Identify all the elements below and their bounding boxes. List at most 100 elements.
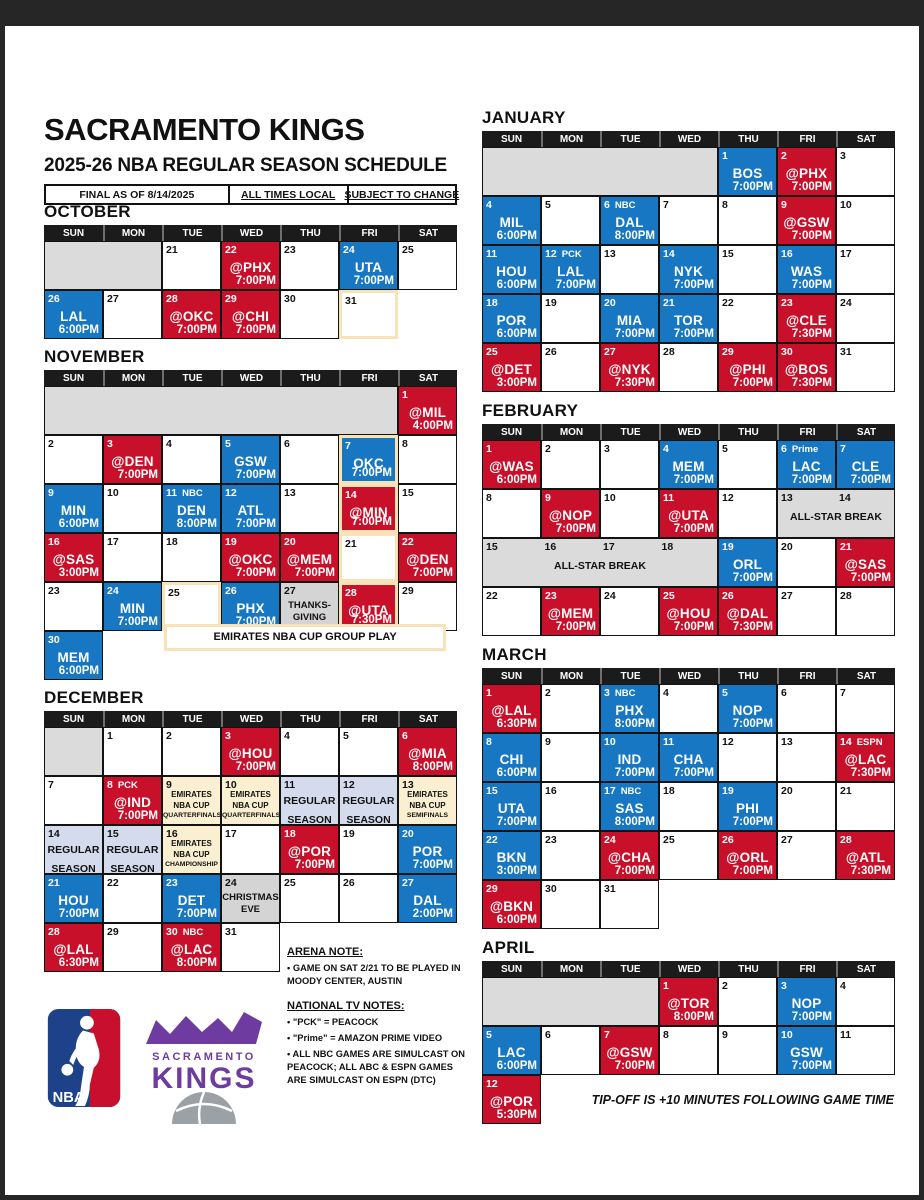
day-number: 6 bbox=[545, 1029, 551, 1041]
game-time: 6:00PM bbox=[496, 230, 537, 242]
away-game-cell: 24 @CHA 7:00PM bbox=[600, 831, 659, 880]
day-number: 18 bbox=[166, 536, 178, 548]
month-title: NOVEMBER bbox=[44, 347, 145, 366]
day-cell: 19 bbox=[339, 825, 398, 874]
day-number-row: 29 bbox=[722, 346, 734, 358]
month-november: NOVEMBER SUN MON TUE WED THU FRI SAT 1 @MIL 4:00PM… bbox=[44, 347, 457, 680]
day-number: 21 bbox=[345, 538, 357, 550]
day-number-row: 19 bbox=[722, 785, 734, 797]
opponent-label: @PHI bbox=[729, 362, 766, 377]
day-number-row: 16 bbox=[781, 248, 793, 260]
away-game-cell: 30 @BOS 7:30PM bbox=[777, 343, 836, 392]
away-game-cell: 2 @PHX 7:00PM bbox=[777, 147, 836, 196]
game-time: 7:30PM bbox=[732, 621, 773, 633]
day-number: 28 bbox=[840, 834, 852, 846]
opponent-label: HOU bbox=[58, 893, 89, 908]
day-number-row: 4 bbox=[284, 730, 290, 742]
day-number: 5 bbox=[343, 730, 349, 742]
game-time: 7:00PM bbox=[117, 810, 158, 822]
home-game-cell: 9 MIN 6:00PM bbox=[44, 484, 103, 533]
opponent-label: NYK bbox=[673, 264, 704, 279]
opponent-label: UTA bbox=[497, 801, 526, 816]
day-number-row: 4 bbox=[486, 199, 492, 211]
day-number: 27 bbox=[284, 585, 296, 597]
day-number-row: 21 bbox=[663, 297, 675, 309]
opponent-label: DET bbox=[177, 893, 206, 908]
network-label: NBC bbox=[620, 786, 642, 797]
game-time: 8:00PM bbox=[412, 761, 453, 773]
day-number-row: 2 bbox=[781, 150, 787, 162]
day-cell: 15 bbox=[718, 245, 777, 294]
cell-text-line: NBA CUP bbox=[173, 801, 210, 811]
day-number-row: 5 bbox=[722, 443, 728, 455]
home-game-cell: 27 DAL 2:00PM bbox=[398, 874, 457, 923]
day-number: 2 bbox=[781, 150, 787, 162]
day-number-row: 12 bbox=[343, 779, 355, 791]
opponent-label: NOP bbox=[732, 703, 763, 718]
game-time: 7:00PM bbox=[412, 859, 453, 871]
day-number: 15 bbox=[402, 487, 414, 499]
opponent-label: @GSW bbox=[783, 215, 830, 230]
day-number: 28 bbox=[166, 293, 178, 305]
opponent-label: @POR bbox=[489, 1094, 534, 1109]
day-number-row: 15 bbox=[486, 785, 498, 797]
day-number-row: 6 bbox=[781, 687, 787, 699]
game-time: 7:00PM bbox=[294, 859, 335, 871]
day-number: 4 bbox=[486, 199, 492, 211]
day-cell: 13 bbox=[777, 733, 836, 782]
day-number-row: 22 bbox=[486, 590, 498, 602]
day-number-row: 8 bbox=[402, 438, 408, 450]
day-number: 5 bbox=[722, 687, 728, 699]
day-number-row: 22 bbox=[225, 244, 237, 256]
day-number-row: 8 bbox=[486, 736, 492, 748]
schedule-header: SACRAMENTO KINGS 2025-26 NBA REGULAR SEA… bbox=[44, 112, 459, 205]
day-number: 28 bbox=[48, 926, 60, 938]
day-number: 30 bbox=[48, 634, 60, 646]
day-cell: 4 bbox=[280, 727, 339, 776]
day-number-row: 27 bbox=[781, 834, 793, 846]
day-cell: 10 bbox=[836, 196, 895, 245]
opponent-label: @OKC bbox=[228, 552, 273, 567]
month-february: FEBRUARY SUN MON TUE WED THU FRI SAT 1 @WAS 6:00PM… bbox=[482, 401, 895, 636]
day-number: 12 bbox=[722, 736, 734, 748]
day-number: 18 bbox=[284, 828, 296, 840]
weekday-header: WED bbox=[659, 668, 718, 684]
day-cell: 28 bbox=[659, 343, 718, 392]
day-number: 6 bbox=[781, 687, 787, 699]
day-number: 4 bbox=[840, 980, 846, 992]
day-number-row: 10 bbox=[604, 736, 616, 748]
opponent-label: PHX bbox=[615, 703, 644, 718]
opponent-label: CHI bbox=[499, 752, 524, 767]
calendar-grid-march: SUN MON TUE WED THU FRI SAT 1 @LAL 6:30PM 2 3 NBC PHX… bbox=[482, 668, 895, 929]
day-cell: 13 bbox=[600, 245, 659, 294]
day-number-row: 15 bbox=[722, 248, 734, 260]
empty-cell bbox=[482, 147, 718, 196]
weekday-header: TUE bbox=[600, 961, 659, 977]
day-cell: 25 bbox=[280, 874, 339, 923]
day-number-row: 31 bbox=[225, 926, 237, 938]
day-number-row: 2 bbox=[166, 730, 172, 742]
weekday-header: THU bbox=[718, 961, 777, 977]
day-number-row: 7 bbox=[840, 443, 846, 455]
day-number: 27 bbox=[402, 877, 414, 889]
day-number: 13 bbox=[604, 248, 616, 260]
regular-season-cell: 15 REGULAR SEASON bbox=[103, 825, 162, 874]
opponent-label: @LAL bbox=[53, 942, 94, 957]
away-game-cell: 20 @MEM 7:00PM bbox=[280, 533, 339, 582]
opponent-label: BOS bbox=[732, 166, 763, 181]
day-number: 22 bbox=[486, 590, 498, 602]
day-number-row: 3 bbox=[604, 443, 610, 455]
cell-text-line: SEASON bbox=[51, 862, 96, 874]
day-number: 12 bbox=[225, 487, 237, 499]
note-bullet: • GAME ON SAT 2/21 TO BE PLAYED IN MOODY… bbox=[287, 963, 461, 987]
weekday-header: WED bbox=[221, 370, 280, 386]
opponent-label: @MIL bbox=[408, 405, 447, 420]
opponent-label: @BKN bbox=[489, 899, 534, 914]
day-number-row: 5 bbox=[722, 687, 728, 699]
day-number: 6 bbox=[402, 730, 408, 742]
opponent-label: POR bbox=[412, 844, 443, 859]
day-number: 27 bbox=[107, 293, 119, 305]
day-number: 14 bbox=[663, 248, 675, 260]
day-number-row: 13 bbox=[604, 248, 616, 260]
game-time: 7:30PM bbox=[791, 328, 832, 340]
